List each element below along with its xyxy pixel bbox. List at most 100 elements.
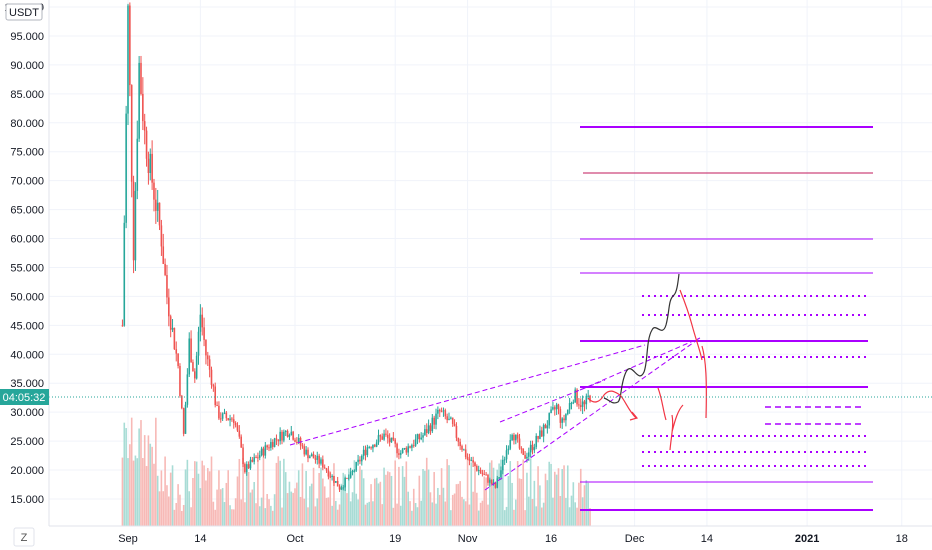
candle-body	[335, 480, 337, 483]
candle-body	[338, 486, 341, 490]
volume-bar	[214, 509, 217, 526]
volume-bar	[210, 456, 213, 526]
volume-bar	[208, 471, 211, 526]
volume-bar	[407, 491, 409, 526]
volume-bar	[399, 505, 402, 526]
volume-bar	[438, 494, 441, 526]
volume-bar	[130, 417, 133, 526]
candle-body	[364, 449, 367, 456]
candle-body	[322, 459, 324, 468]
volume-bar	[385, 474, 387, 526]
candle-body	[381, 436, 384, 440]
time-axis[interactable]	[49, 526, 932, 550]
candle-body	[507, 448, 510, 451]
candle-body	[453, 423, 456, 426]
candle-body	[581, 401, 584, 407]
candle-body	[502, 459, 504, 471]
volume-bar	[186, 459, 189, 526]
currency-badge[interactable]	[5, 3, 43, 21]
candle-body	[177, 353, 179, 366]
candle-body	[253, 457, 255, 462]
volume-bar	[333, 463, 335, 526]
candle-body	[403, 447, 406, 449]
projection-path-black	[603, 273, 680, 404]
candle-body	[398, 453, 400, 455]
candle-body	[342, 487, 345, 489]
candle-body	[466, 457, 469, 459]
volume-bar	[390, 475, 393, 526]
volume-bar	[227, 470, 229, 526]
y-tick-label: 20.000	[10, 465, 44, 477]
candle-body	[572, 402, 575, 404]
y-tick-label: 80.000	[10, 118, 44, 130]
price-axis[interactable]	[0, 0, 49, 526]
volume-bar	[425, 457, 428, 526]
volume-bar	[528, 496, 530, 526]
candle-body	[284, 430, 287, 432]
volume-bar	[199, 488, 202, 526]
volume-bar	[307, 507, 309, 526]
volume-bar	[440, 468, 443, 526]
candle-body	[585, 395, 588, 405]
candle-body	[394, 439, 396, 444]
candle-body	[166, 274, 168, 298]
volume-bar	[195, 461, 198, 526]
volume-bar	[299, 496, 302, 526]
candle-body	[479, 469, 482, 473]
candle-body	[258, 455, 261, 458]
volume-bar	[585, 480, 588, 526]
candle-body	[487, 474, 489, 483]
x-tick-label: Oct	[286, 533, 303, 545]
volume-bar	[219, 489, 222, 526]
candle-body	[537, 435, 539, 439]
volume-bar	[490, 460, 493, 526]
candle-body	[129, 5, 131, 86]
volume-bar	[245, 472, 248, 526]
volume-bar	[503, 510, 506, 526]
volume-bar	[386, 471, 389, 526]
candle-body	[461, 446, 463, 450]
volume-bar	[450, 510, 452, 526]
volume-bar	[583, 485, 586, 526]
projection-path-red	[587, 289, 707, 451]
candle-body	[205, 339, 207, 356]
candle-body	[195, 355, 198, 379]
candle-body	[492, 482, 495, 485]
candle-body	[542, 424, 545, 437]
volume-bar	[257, 460, 259, 526]
candle-body	[249, 459, 252, 469]
y-tick-label: 70.000	[10, 176, 44, 188]
candle-body	[344, 477, 346, 488]
volume-bar	[284, 472, 287, 526]
volume-bar	[277, 456, 280, 526]
candle-body	[372, 444, 374, 449]
candle-body	[318, 455, 320, 464]
volume-bar	[355, 493, 358, 526]
x-tick-label: 14	[701, 533, 713, 545]
volume-bar	[418, 475, 421, 526]
volume-bar	[221, 488, 224, 526]
volume-bar	[373, 478, 376, 526]
volume-bar	[149, 443, 152, 526]
volume-bar	[542, 502, 545, 526]
volume-bar	[481, 500, 484, 526]
volume-bar	[578, 482, 580, 526]
volume-bar	[177, 484, 179, 526]
zoom-reset-button[interactable]: Z	[13, 527, 35, 547]
y-tick-label: 75.000	[10, 147, 44, 159]
y-tick-label: 40.000	[10, 349, 44, 361]
candle-body	[208, 359, 211, 370]
volume-bar	[301, 463, 304, 526]
candle-body	[242, 447, 244, 465]
volume-bar	[323, 486, 326, 526]
candle-body	[544, 424, 547, 429]
volume-bar	[561, 469, 563, 526]
candle-body	[422, 435, 424, 438]
candle-body	[476, 465, 478, 471]
volume-bar	[346, 493, 348, 526]
candle-body	[288, 435, 291, 437]
volume-bar	[181, 510, 183, 526]
volume-bar	[292, 492, 294, 526]
